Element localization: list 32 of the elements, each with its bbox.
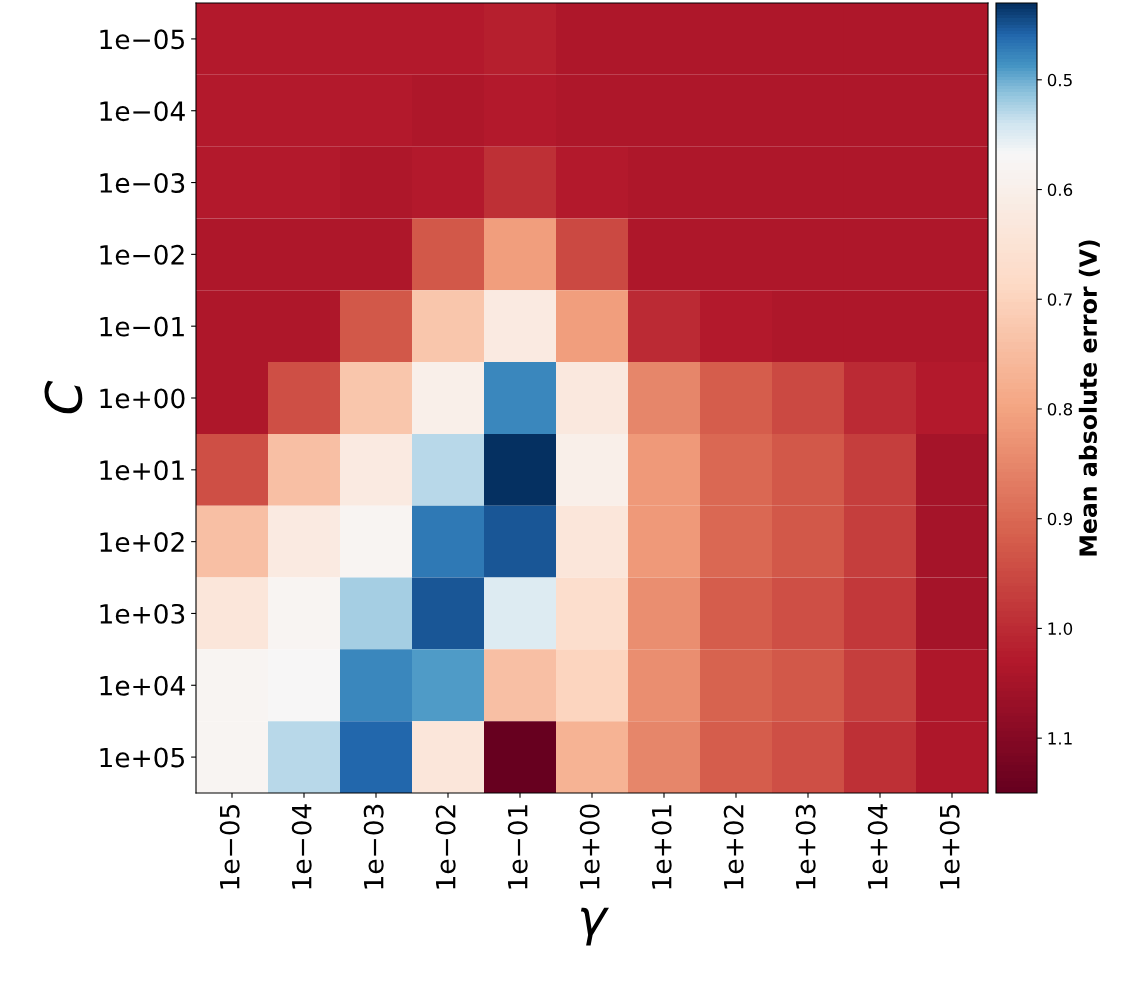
y-tick-label: 1e−02 <box>100 244 184 265</box>
color-bar-label: 0.6 <box>1047 183 1073 197</box>
x-tick-label: 1e+01 <box>651 805 672 889</box>
x-tick-label: 1e+04 <box>867 804 888 889</box>
y-tick-label: 1e−05 <box>100 29 184 50</box>
y-tick-label: 1e−04 <box>100 101 185 122</box>
y-tick-label: 1e−03 <box>100 172 185 193</box>
color-bar-title: Mean absolute error (V) <box>1078 240 1100 556</box>
x-tick-label: 1e+05 <box>939 805 960 889</box>
y-axis-title: C <box>44 380 83 414</box>
y-tick-label: 1e+00 <box>100 388 185 409</box>
y-tick-label: 1e+04 <box>100 675 185 696</box>
x-tick-label: 1e+00 <box>579 804 600 889</box>
y-tick-label: 1e+02 <box>100 532 184 553</box>
x-tick-label: 1e+02 <box>723 805 744 889</box>
color-bar-label: 1.1 <box>1048 732 1072 745</box>
y-tick-label: 1e+03 <box>100 603 185 624</box>
y-tick-label: 1e−01 <box>100 316 184 337</box>
color-bar-label: 0.7 <box>1047 293 1072 306</box>
color-bar-label: 1.0 <box>1048 622 1073 635</box>
x-tick-label: 1e−02 <box>435 805 456 889</box>
x-tick-label: 1e−05 <box>219 805 240 889</box>
color-bar-label: 0.5 <box>1047 73 1072 87</box>
x-tick-label: 1e−03 <box>363 804 384 889</box>
y-tick-label: 1e+01 <box>100 460 184 481</box>
x-tick-label: 1e−01 <box>507 805 528 889</box>
y-tick-label: 1e+05 <box>100 747 184 768</box>
color-bar-label: 0.8 <box>1047 402 1073 416</box>
x-axis-title: γ <box>580 907 609 946</box>
x-tick-label: 1e−04 <box>291 804 312 889</box>
x-tick-label: 1e+03 <box>795 804 816 889</box>
color-bar-label: 0.9 <box>1047 512 1073 526</box>
